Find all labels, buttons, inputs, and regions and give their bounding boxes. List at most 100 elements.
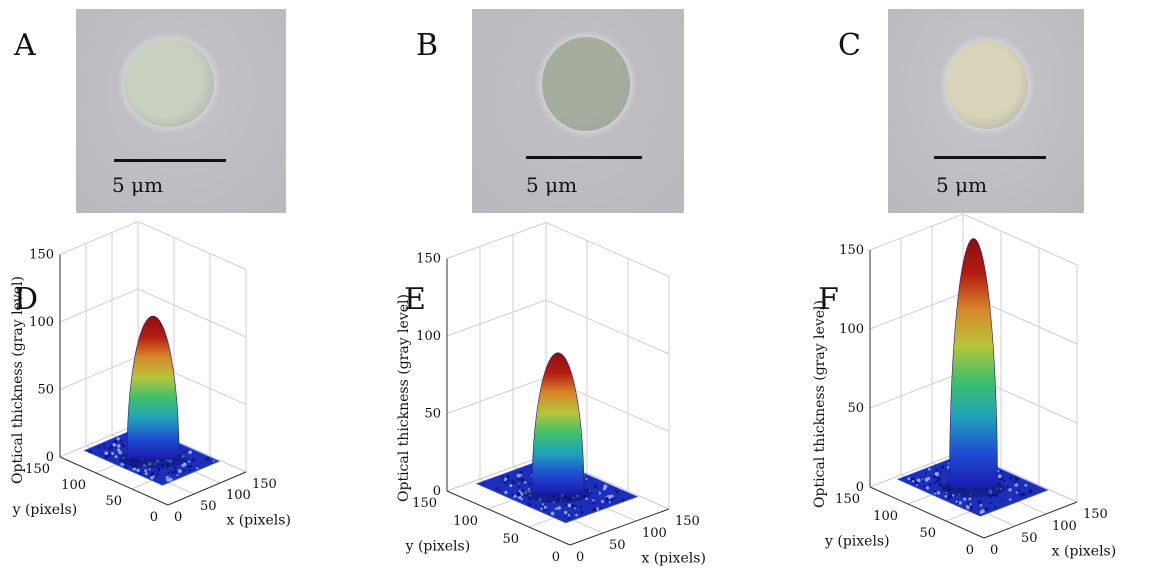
surface-noise: [597, 492, 600, 495]
surface-noise: [104, 451, 109, 455]
x-axis-label: x (pixels): [226, 513, 291, 529]
surface-noise: [116, 437, 120, 441]
z-tick-label: 150: [29, 248, 54, 263]
surface-noise: [916, 478, 921, 483]
surface-noise: [103, 446, 106, 449]
surface-noise: [570, 504, 575, 508]
surface-noise: [535, 504, 538, 507]
surface-noise: [109, 445, 114, 449]
surface-noise: [958, 501, 962, 505]
z-tick-label: 0: [856, 480, 864, 495]
y-axis-label: y (pixels): [12, 502, 78, 518]
surface-noise: [113, 439, 118, 444]
surface-noise: [117, 448, 120, 452]
grid-line: [446, 299, 670, 355]
y-tick-label: 50: [105, 494, 122, 509]
z-tick-label: 150: [416, 252, 441, 267]
surface-noise: [966, 506, 970, 510]
surface-noise: [967, 502, 970, 506]
cell-a: [124, 39, 214, 127]
surface-noise: [97, 446, 101, 449]
surface-noise: [580, 510, 584, 514]
surface-noise: [166, 478, 170, 482]
surface-noise: [947, 466, 950, 469]
surface-noise: [88, 449, 92, 453]
surface-noise: [579, 505, 583, 509]
x-tick-label: 100: [226, 488, 251, 503]
surface-noise: [513, 494, 517, 498]
surface-noise: [557, 506, 561, 510]
surface-noise: [592, 499, 595, 502]
y-tick-label: 0: [552, 550, 560, 565]
surface-noise: [990, 501, 993, 504]
y-tick-label: 150: [835, 492, 860, 507]
surface-noise: [103, 443, 106, 446]
surface-noise: [563, 510, 568, 515]
surface-noise: [121, 443, 124, 447]
surface-noise: [1018, 489, 1021, 492]
y-axis-label: y (pixels): [824, 533, 890, 549]
surface-noise: [112, 443, 117, 447]
surface-noise: [994, 505, 997, 509]
surface-noise: [907, 477, 911, 481]
surface-noise: [1021, 492, 1026, 497]
surface-noise: [519, 471, 523, 474]
surface-noise: [150, 476, 154, 480]
scale-label-c: 5 μm: [936, 173, 988, 197]
x-tick-label: 0: [990, 543, 998, 558]
surface-noise: [192, 460, 195, 463]
x-tick-label: 100: [642, 526, 667, 541]
surface-noise: [520, 498, 523, 501]
panel-letter: D: [14, 282, 38, 317]
x-axis: [983, 501, 1078, 539]
surface-noise: [606, 500, 609, 503]
surface-noise: [516, 477, 519, 480]
surface-noise: [517, 484, 521, 488]
y-tick-label: 100: [453, 514, 478, 529]
surface-noise: [615, 491, 619, 494]
surface-noise: [481, 483, 485, 486]
y-tick-label: 150: [25, 462, 50, 477]
surface-noise: [915, 484, 918, 487]
surface-noise: [104, 454, 109, 459]
surface-noise: [523, 490, 526, 492]
panel-b-letter: B: [416, 28, 439, 63]
surface-noise: [938, 482, 943, 487]
surface-noise: [601, 499, 604, 503]
surface-noise: [984, 507, 989, 512]
surface-noise: [605, 497, 609, 501]
surface-noise: [977, 500, 982, 504]
surface-noise: [518, 478, 521, 481]
surface-noise: [520, 477, 525, 482]
surface-noise: [152, 475, 155, 478]
surface-noise: [504, 490, 508, 494]
surface-noise: [567, 503, 572, 508]
surface-noise: [144, 472, 148, 476]
surface-noise: [183, 469, 186, 472]
surface-noise: [527, 502, 530, 505]
surface-noise: [516, 492, 521, 497]
surface-noise: [182, 462, 187, 467]
surface-noise: [495, 486, 498, 490]
surface-noise: [156, 473, 159, 476]
surface-noise: [933, 481, 936, 484]
surface-noise: [120, 462, 124, 467]
surface-noise: [575, 513, 578, 517]
surface-noise: [1009, 475, 1013, 480]
surface-noise: [567, 517, 570, 521]
z-axis-label: Optical thickness (gray level): [812, 300, 828, 508]
surface-noise: [979, 504, 983, 507]
surface-noise: [554, 507, 558, 510]
surface-noise: [926, 486, 930, 490]
surface-noise: [948, 494, 953, 498]
surface-noise: [1014, 483, 1018, 487]
surface-noise: [119, 439, 122, 442]
surface-noise: [1008, 488, 1012, 492]
surface-noise: [997, 474, 1002, 479]
y-tick-label: 50: [919, 526, 936, 541]
surface-noise: [922, 485, 926, 488]
